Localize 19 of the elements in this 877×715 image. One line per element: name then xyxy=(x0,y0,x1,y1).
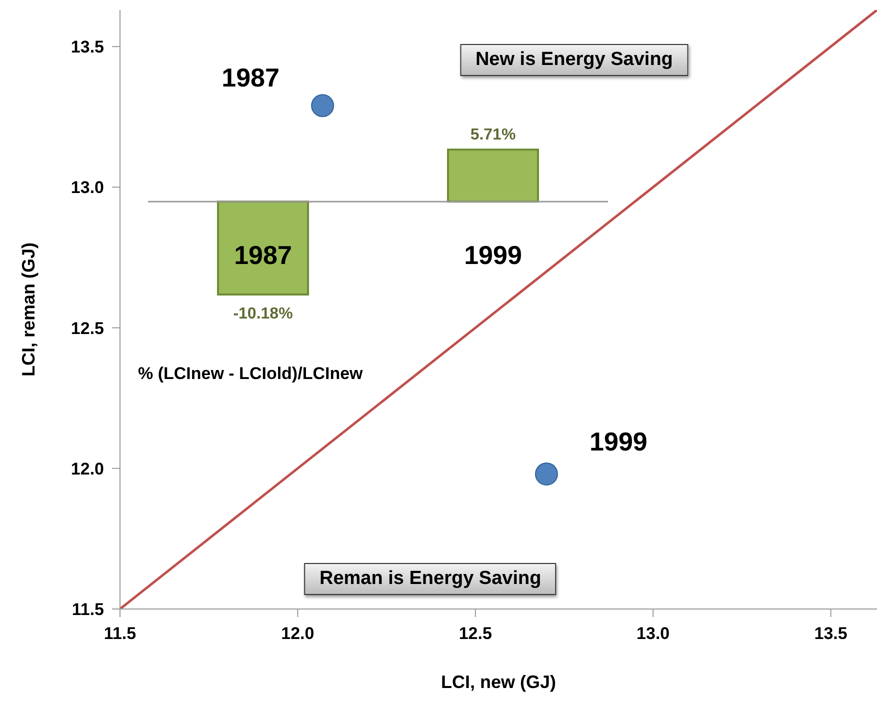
x-axis-title: % (LCInew - LCIold)/LCInew xyxy=(138,364,363,384)
y-tick-label: 12.0 xyxy=(70,459,104,478)
annotation: 1999 xyxy=(590,426,648,458)
data-label: 5.71% xyxy=(470,126,516,144)
x-tick-label: 11.5 xyxy=(104,624,136,644)
annotation: Reman is Energy Saving xyxy=(304,563,556,596)
y-tick-label: 11.5 xyxy=(72,600,104,620)
x-tick-label: 12.5 xyxy=(458,624,492,644)
y-tick-label: 13.5 xyxy=(70,38,104,57)
y-tick-label: 12.5 xyxy=(70,318,104,338)
x-tick-label: 13.5 xyxy=(814,624,848,644)
x-tick-label: 12.0 xyxy=(281,624,314,644)
x-axis-title: LCI, new (GJ) xyxy=(440,672,556,692)
annotation: New is Energy Saving xyxy=(460,44,688,76)
annotation: 1987 xyxy=(222,62,280,94)
x-tick-label: 13.0 xyxy=(636,624,670,644)
y-axis-title: LCI, reman (GJ) xyxy=(18,242,38,377)
y-tick-label: 13.0 xyxy=(70,178,104,198)
data-label: -10.18% xyxy=(233,305,293,322)
